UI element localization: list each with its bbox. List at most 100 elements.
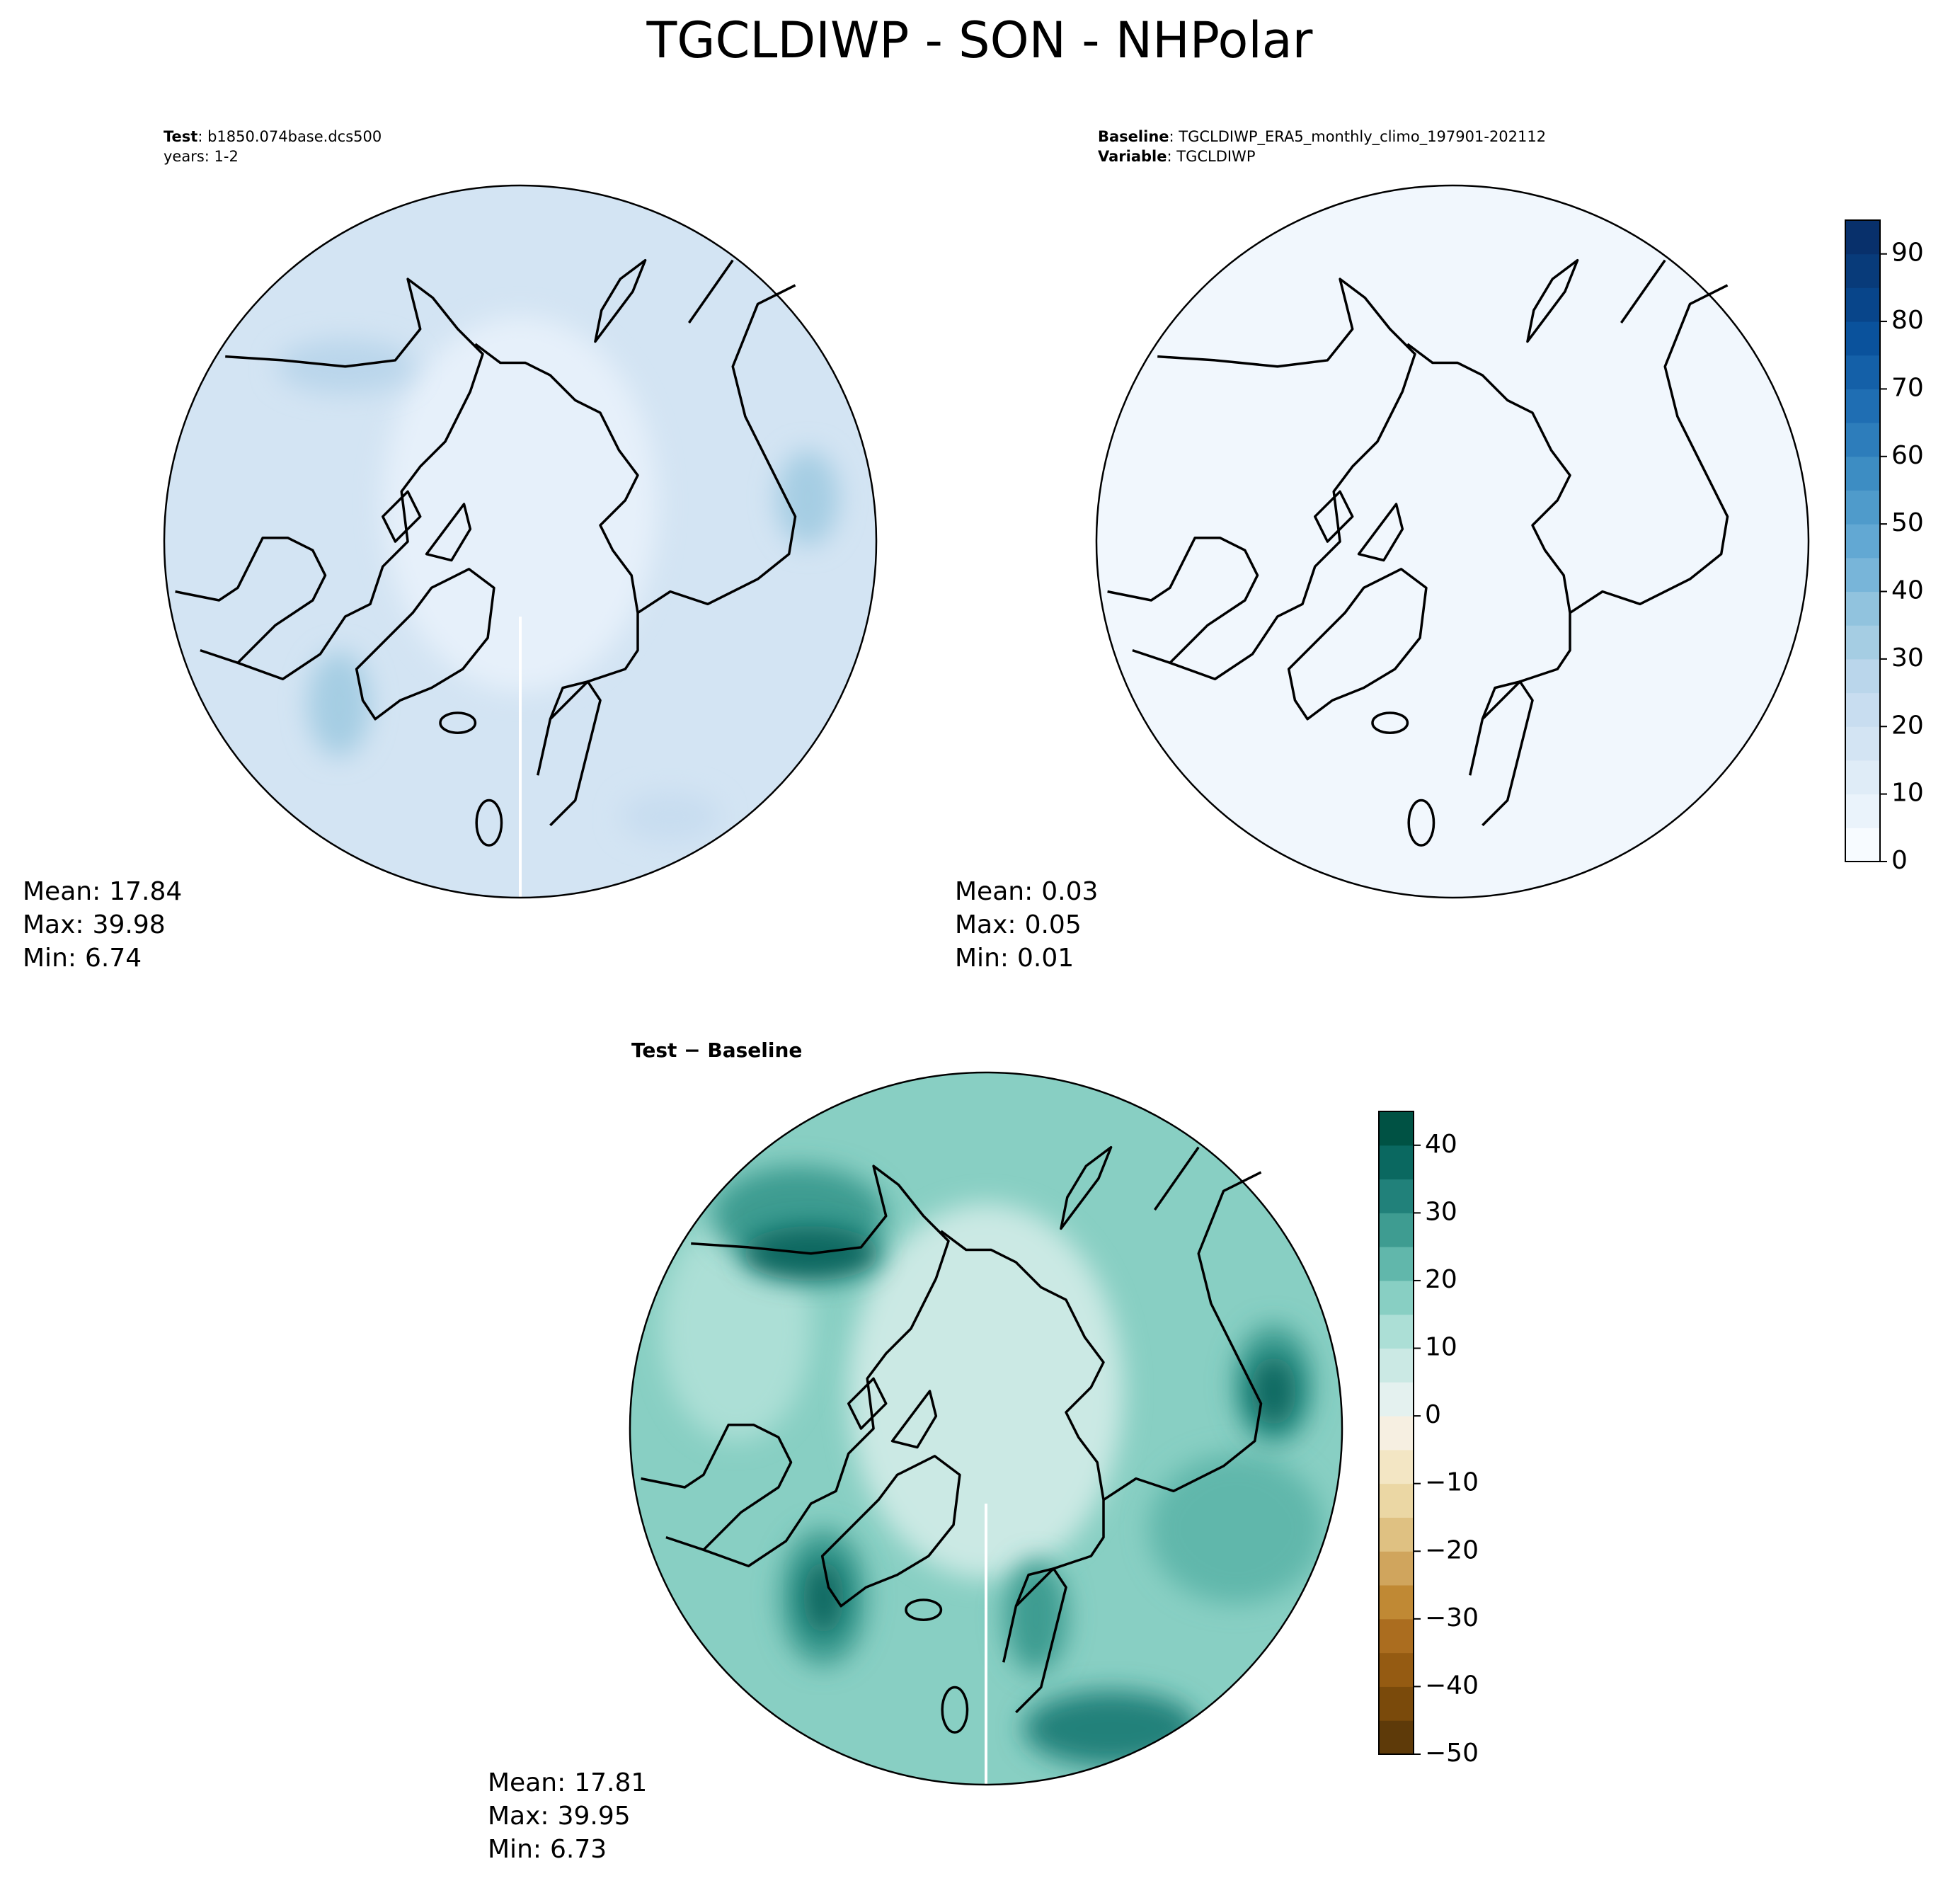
colorbar-bin <box>1845 692 1880 727</box>
map-panel <box>163 184 878 899</box>
stat-value: 6.73 <box>550 1835 607 1864</box>
header-text: years: 1-2 <box>164 148 239 165</box>
colorbar-tick-label: 70 <box>1891 373 1924 402</box>
colorbar-tick-label: 40 <box>1425 1130 1457 1159</box>
stat-label: Max: <box>955 910 1016 939</box>
stat-label: Max: <box>23 910 84 939</box>
map-boundary <box>163 184 878 899</box>
stat-label: Min: <box>23 944 76 973</box>
colorbar-tick-label: 30 <box>1425 1197 1457 1226</box>
contour-region <box>776 450 839 546</box>
panel-title: Test − Baseline <box>631 1039 802 1062</box>
map-field <box>164 185 876 898</box>
colorbar-bin <box>1379 1416 1414 1451</box>
stat-value: 6.74 <box>85 944 142 973</box>
stat-value: 0.01 <box>1017 944 1074 973</box>
colorbar-bin <box>1845 287 1880 322</box>
stat-line: Max: 0.05 <box>955 910 1082 939</box>
colorbar-bin <box>1845 253 1880 288</box>
stat-line: Mean: 0.03 <box>955 877 1098 906</box>
colorbar-bin <box>1379 1585 1414 1620</box>
stat-line: Mean: 17.81 <box>488 1768 647 1797</box>
colorbar-bin <box>1379 1213 1414 1247</box>
stat-line: Min: 6.73 <box>488 1835 607 1864</box>
colorbar-tick-label: 40 <box>1891 576 1924 605</box>
stat-value: 0.05 <box>1025 910 1082 939</box>
colorbar-bin <box>1379 1111 1414 1146</box>
stat-label: Mean: <box>488 1768 566 1797</box>
colorbar-bin <box>1845 524 1880 559</box>
map-background <box>1096 185 1809 898</box>
colorbar-bin <box>1379 1145 1414 1180</box>
panel-header: years: 1-2 <box>164 148 239 165</box>
colorbar-bin <box>1379 1720 1414 1755</box>
stat-label: Mean: <box>23 877 101 906</box>
colorbar-bin <box>1845 355 1880 389</box>
colorbar-bin <box>1845 321 1880 356</box>
contour-region <box>1251 1356 1296 1426</box>
colorbar-tick-label: 0 <box>1425 1400 1441 1429</box>
map-boundary <box>1095 184 1810 899</box>
stat-label: Min: <box>955 944 1009 973</box>
colorbar-tick-label: 0 <box>1891 846 1908 875</box>
colorbar-tick-label: −10 <box>1425 1468 1479 1497</box>
colorbar-tick-label: −30 <box>1425 1603 1479 1632</box>
map-panel <box>1095 184 1810 899</box>
stat-label: Max: <box>488 1802 549 1831</box>
colorbar-outline <box>1378 1111 1414 1755</box>
stat-line: Mean: 17.84 <box>23 877 182 906</box>
stat-value: 17.84 <box>109 877 182 906</box>
colorbar-bin <box>1379 1618 1414 1654</box>
colorbar-tick-label: 80 <box>1891 306 1924 335</box>
colorbar-bin <box>1845 490 1880 525</box>
colorbar-tick-label: −50 <box>1425 1739 1479 1768</box>
colorbar-bin <box>1845 726 1880 761</box>
stat-line: Max: 39.98 <box>23 910 166 939</box>
panel-header: Test: b1850.074base.dcs500 <box>164 128 382 145</box>
colorbar-tick-label: 10 <box>1891 779 1924 808</box>
contour-region <box>848 1203 1124 1579</box>
colorbar-bin <box>1379 1314 1414 1349</box>
stat-value: 0.03 <box>1041 877 1098 906</box>
contour-region <box>307 651 371 757</box>
colorbar-bin <box>1845 625 1880 660</box>
colorbar-bin <box>1845 220 1880 255</box>
colorbar-bin <box>1845 423 1880 457</box>
colorbar-bin <box>1379 1348 1414 1383</box>
stat-value: 39.98 <box>93 910 166 939</box>
colorbar-tick-label: 90 <box>1891 239 1924 268</box>
stat-value: 39.95 <box>558 1802 631 1831</box>
map-panel <box>629 1071 1343 1786</box>
stat-value: 17.81 <box>574 1768 647 1797</box>
stat-line: Min: 6.74 <box>23 944 142 973</box>
colorbar-bin <box>1379 1382 1414 1417</box>
map-field <box>1096 185 1809 898</box>
colorbar-bin <box>1379 1449 1414 1484</box>
colorbar-tick-label: 10 <box>1425 1333 1457 1362</box>
contour-region <box>382 316 658 692</box>
colorbar-tick-label: 20 <box>1891 711 1924 740</box>
colorbar-bin <box>1379 1686 1414 1721</box>
header-label: Baseline <box>1098 128 1169 145</box>
colorbar-bin <box>1845 389 1880 423</box>
contour-region <box>620 791 721 842</box>
colorbar-bin <box>1379 1247 1414 1281</box>
colorbar-bin <box>1845 591 1880 626</box>
colorbar-bin <box>1845 456 1880 491</box>
stat-label: Mean: <box>955 877 1033 906</box>
figure-title: TGCLDIWP - SON - NHPolar <box>646 11 1313 69</box>
colorbar-bin <box>1845 828 1880 862</box>
colorbar-tick-label: 60 <box>1891 441 1924 470</box>
colorbar-tick-label: 30 <box>1891 643 1924 673</box>
colorbar-tick-label: 50 <box>1891 508 1924 537</box>
colorbar-bin <box>1379 1280 1414 1315</box>
header-text: : TGCLDIWP <box>1167 148 1255 165</box>
stat-line: Min: 0.01 <box>955 944 1074 973</box>
contour-region <box>1148 1453 1324 1604</box>
colorbar-tick-label: −20 <box>1425 1535 1479 1564</box>
header-label: Test <box>164 128 197 145</box>
colorbar-tick-label: 20 <box>1425 1265 1457 1294</box>
stat-label: Min: <box>488 1835 541 1864</box>
map-field <box>630 1072 1342 1785</box>
colorbar-outline <box>1845 219 1881 862</box>
